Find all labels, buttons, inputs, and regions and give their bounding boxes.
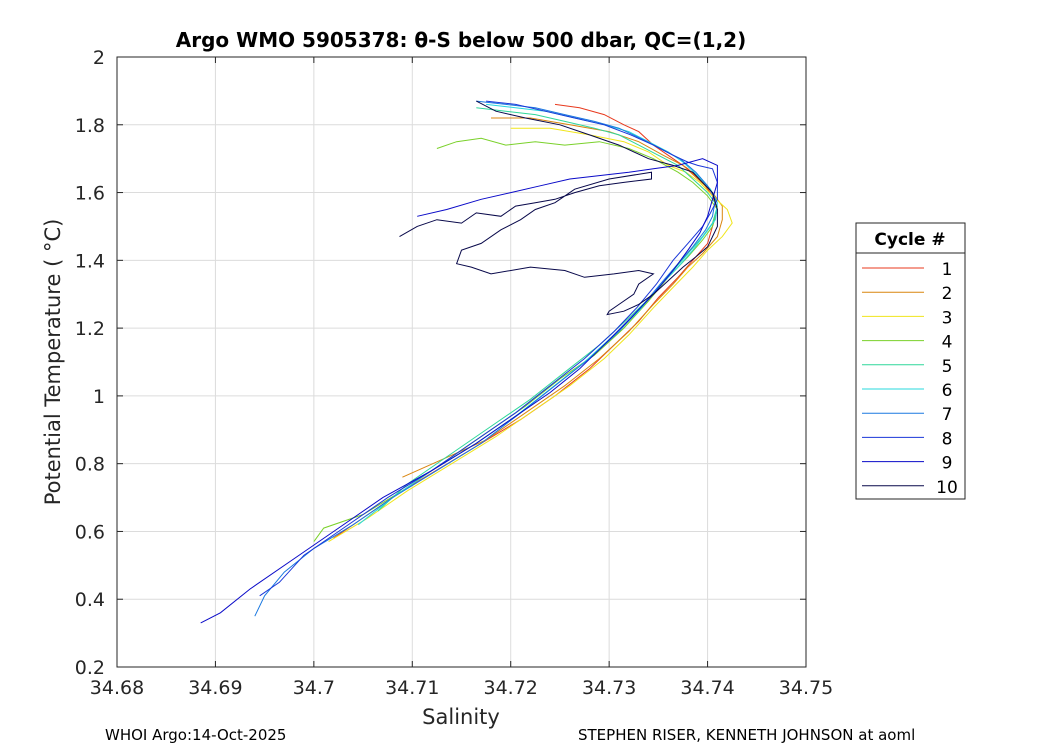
y-tick-label: 1.4 bbox=[75, 250, 105, 272]
x-tick-label: 34.74 bbox=[680, 677, 734, 699]
legend-label-cycle-6: 6 bbox=[942, 381, 953, 401]
series-line-cycle-5 bbox=[377, 107, 718, 512]
y-tick-label: 1.6 bbox=[75, 183, 105, 205]
series-line-cycle-2 bbox=[402, 117, 723, 478]
y-tick-label: 0.2 bbox=[75, 657, 105, 679]
series-line-cycle-3 bbox=[328, 127, 733, 543]
x-tick-label: 34.75 bbox=[779, 677, 833, 699]
y-tick-label: 2 bbox=[93, 47, 105, 69]
series-line-cycle-7 bbox=[254, 100, 716, 617]
x-tick-label: 34.69 bbox=[188, 677, 242, 699]
legend-label-cycle-10: 10 bbox=[936, 478, 958, 498]
x-axis-label: Salinity bbox=[422, 705, 500, 729]
x-tick-label: 34.71 bbox=[385, 677, 439, 699]
legend-label-cycle-4: 4 bbox=[942, 333, 953, 353]
x-tick-label: 34.73 bbox=[582, 677, 636, 699]
y-tick-label: 1.8 bbox=[75, 115, 105, 137]
chart-title: Argo WMO 5905378: θ-S below 500 dbar, QC… bbox=[176, 28, 746, 52]
y-tick-label: 1.2 bbox=[75, 318, 105, 340]
series-line-cycle-9 bbox=[200, 158, 718, 624]
y-tick-label: 0.8 bbox=[75, 454, 105, 476]
x-tick-label: 34.7 bbox=[293, 677, 335, 699]
series-layer bbox=[200, 100, 733, 624]
legend-label-cycle-7: 7 bbox=[942, 405, 953, 425]
y-axis-label: Potential Temperature ( °C) bbox=[41, 219, 65, 506]
legend-box bbox=[855, 222, 966, 500]
legend-label-cycle-2: 2 bbox=[942, 284, 953, 304]
footer-left: WHOI Argo:14-Oct-2025 bbox=[105, 726, 287, 744]
x-tick-label: 34.68 bbox=[90, 677, 144, 699]
legend-label-cycle-1: 1 bbox=[942, 260, 953, 280]
legend-items: 1 2 3 4 5 6 7 8 9 10 bbox=[862, 260, 958, 498]
legend: Cycle # 1 2 3 4 5 6 7 8 9 10 bbox=[855, 222, 966, 500]
legend-title: Cycle # bbox=[874, 230, 945, 250]
y-tick-label: 1 bbox=[93, 386, 105, 408]
legend-label-cycle-8: 8 bbox=[942, 429, 953, 449]
grid-lines bbox=[116, 56, 807, 668]
legend-label-cycle-5: 5 bbox=[942, 357, 953, 377]
plot-area bbox=[116, 56, 807, 668]
y-tick-label: 0.6 bbox=[75, 521, 105, 543]
legend-label-cycle-3: 3 bbox=[942, 308, 953, 328]
x-tick-label: 34.72 bbox=[484, 677, 538, 699]
footer-right: STEPHEN RISER, KENNETH JOHNSON at aoml bbox=[578, 726, 916, 744]
y-tick-label: 0.4 bbox=[75, 589, 105, 611]
axis-ticks: 34.68 34.69 34.7 34.71 34.72 34.73 34.74 34.75 0… bbox=[75, 47, 833, 699]
legend-label-cycle-9: 9 bbox=[942, 454, 953, 474]
series-line-cycle-4 bbox=[313, 137, 718, 542]
series-line-cycle-10 bbox=[399, 100, 718, 316]
series-line-cycle-8 bbox=[259, 100, 718, 597]
series-line-cycle-1 bbox=[333, 103, 718, 539]
